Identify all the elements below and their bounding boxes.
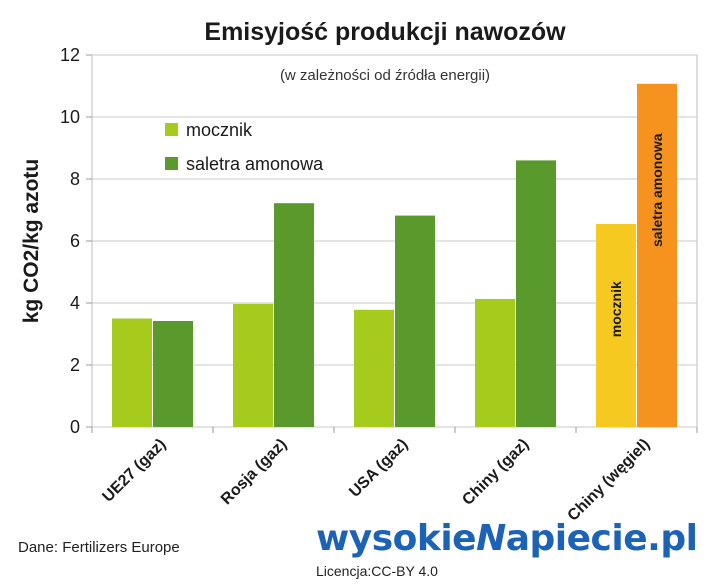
y-axis-ticks: 0 2 4 6 8 10 12 (60, 45, 698, 437)
x-category-label: Rosja (gaz) (218, 436, 290, 508)
x-category-label: UE27 (gaz) (99, 436, 169, 506)
y-tick-label: 2 (70, 355, 80, 375)
x-category-label: Chiny (węgiel) (565, 436, 654, 520)
bar-mocznik-4 (596, 223, 636, 427)
logo-text-right: apiecie.pl (505, 518, 698, 559)
legend: mocznik saletra amonowa (165, 120, 324, 174)
bar-mocznik-3 (475, 298, 515, 427)
bar-inline-label-mocznik: mocznik (608, 281, 624, 337)
y-axis-label: kg CO2/kg azotu (20, 159, 43, 324)
y-tick-label: 4 (70, 293, 80, 313)
chart-title: Emisyjość produkcji nawozów (204, 18, 566, 46)
bar-saletra-amonowa-3 (516, 160, 556, 427)
bar-saletra-amonowa-2 (395, 215, 435, 427)
bar-mocznik-1 (233, 303, 273, 427)
logo[interactable]: wysokieNapiecie.pl (316, 518, 698, 559)
y-tick-label: 12 (60, 45, 80, 65)
bar-inline-label-saletra-amonowa: saletra amonowa (649, 133, 665, 247)
bar-mocznik-2 (354, 309, 394, 427)
legend-swatch-saletra-amonowa (165, 157, 178, 170)
bar-saletra-amonowa-4 (637, 83, 677, 427)
y-tick-label: 0 (70, 417, 80, 437)
x-axis-ticks: UE27 (gaz) Rosja (gaz) USA (gaz) Chiny (gaz… (99, 436, 653, 520)
bar-chart: Emisyjość produkcji nawozów (w zależnośc… (20, 18, 698, 520)
y-tick-label: 8 (70, 169, 80, 189)
x-category-label: Chiny (gaz) (459, 436, 532, 509)
chart-subtitle: (w zależności od źródła energii) (280, 67, 490, 84)
y-tick-label: 10 (60, 107, 80, 127)
bar-saletra-amonowa-1 (274, 203, 314, 427)
x-category-label: USA (gaz) (346, 436, 411, 501)
license: Licencja:CC-BY 4.0 (316, 563, 438, 579)
bars: mocznik saletra amonowa (112, 83, 677, 427)
logo-text-left: wysokie (316, 518, 477, 559)
y-tick-label: 6 (70, 231, 80, 251)
legend-label-saletra-amonowa: saletra amonowa (186, 154, 324, 174)
data-source: Dane: Fertilizers Europe (18, 539, 180, 556)
bar-saletra-amonowa-0 (153, 320, 193, 427)
legend-swatch-mocznik (165, 123, 178, 136)
bar-mocznik-0 (112, 318, 152, 427)
legend-label-mocznik: mocznik (186, 120, 253, 140)
logo-lightning-n: N (476, 518, 506, 559)
